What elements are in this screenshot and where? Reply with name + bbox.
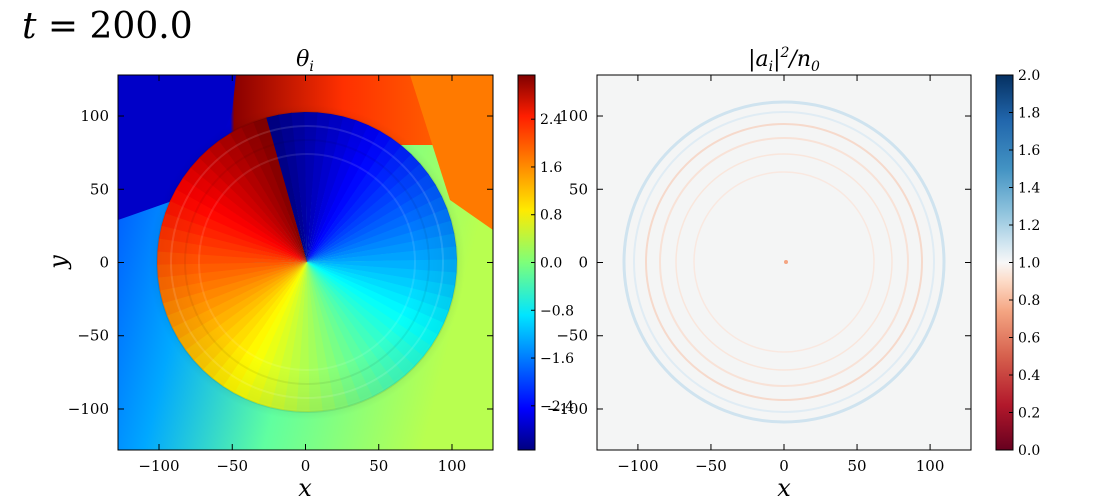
ring-ripple-3 (184, 139, 430, 385)
density-title-sup: 2 (780, 45, 790, 61)
phase-upper-left (118, 75, 236, 220)
density-ring-4 (659, 137, 909, 387)
density-cbar-label: 1.4 (1018, 181, 1040, 197)
phase-cbar-label: −0.8 (540, 303, 574, 319)
phase-ytick-label: −100 (68, 400, 109, 418)
phase-xtick-label: −50 (216, 457, 248, 475)
density-cbar-label: 2.0 (1018, 68, 1040, 84)
density-core-dip (784, 260, 788, 264)
density-xtick-label: 100 (916, 457, 945, 475)
phase-cbar-label: −2.4 (540, 399, 574, 415)
phase-panel: −100 −50 0 50 100 −100 −50 0 50 100 θi x y (44, 47, 494, 502)
time-var: t (22, 6, 37, 47)
phase-upper-right (410, 75, 493, 230)
density-ytick-label: −50 (556, 327, 588, 345)
density-ring-3 (645, 123, 923, 401)
phase-cbar-label: 1.6 (540, 160, 562, 176)
density-ring-outer (622, 100, 946, 424)
phase-title-sub: i (309, 59, 313, 75)
density-title-a: |a (748, 47, 769, 72)
density-title-bar: | (773, 47, 780, 72)
phase-xtick-label: 0 (301, 457, 311, 475)
phase-ytick-label: 50 (90, 180, 109, 198)
density-image (597, 75, 971, 450)
phase-cbar-label: 0.8 (540, 208, 562, 224)
phase-cbar-label: −1.6 (540, 351, 574, 367)
ring-shade (149, 104, 465, 420)
density-ring-5 (675, 153, 893, 371)
density-cbar-label: 1.0 (1018, 256, 1040, 272)
density-ytick-label: 0 (578, 254, 588, 272)
phase-y-label: y (44, 255, 72, 270)
phase-xtick-label: 100 (438, 457, 467, 475)
ring-ripple-2 (170, 125, 444, 399)
phase-colorbar-ticks: −2.4 −1.6 −0.8 0.0 0.8 1.6 2.4 (531, 112, 574, 415)
phase-title: θi (296, 47, 314, 75)
density-ring-6 (693, 171, 875, 353)
density-title-sub-i: i (769, 59, 773, 75)
phase-ytick-label: −50 (77, 327, 109, 345)
phase-x-label: x (298, 474, 312, 500)
density-ytick-label: 50 (569, 180, 588, 198)
density-cbar-label: 0.4 (1018, 368, 1040, 384)
density-title: |ai|2/n0 (748, 45, 820, 75)
phase-cbar-label: 2.4 (540, 112, 562, 128)
phase-xtick-label: −100 (138, 457, 179, 475)
density-cbar-label: 0.8 (1018, 293, 1040, 309)
phase-image (118, 75, 493, 450)
time-value: 200.0 (89, 6, 193, 47)
density-axis-ticks: −100 −50 0 50 100 −100 −50 0 50 100 (547, 75, 971, 475)
density-ytick-label: 100 (559, 107, 588, 125)
time-label: t = 200.0 (22, 6, 193, 47)
density-title-sub-0: 0 (811, 59, 820, 75)
phase-cbar-label: 0.0 (540, 256, 562, 272)
density-cbar-label: 1.2 (1018, 218, 1040, 234)
density-cbar-label: 1.8 (1018, 106, 1040, 122)
ring-ripple-1 (156, 111, 458, 413)
density-title-n: /n (787, 47, 811, 72)
density-ring-2 (633, 111, 935, 413)
density-cbar-label: 0.6 (1018, 331, 1040, 347)
phase-xtick-label: 50 (369, 457, 388, 475)
density-cbar-label: 1.6 (1018, 143, 1040, 159)
time-eq: = (36, 6, 90, 47)
density-xtick-label: −100 (617, 457, 658, 475)
ring-ripple-4 (198, 153, 416, 371)
density-colorbar: 0.0 0.2 0.4 0.6 0.8 1.0 1.2 1.4 1.6 1.8 2.0 (995, 68, 1040, 459)
phase-axis-ticks: −100 −50 0 50 100 −100 −50 0 50 100 (68, 75, 493, 475)
density-colorbar-ticks: 0.0 0.2 0.4 0.6 0.8 1.0 1.2 1.4 1.6 1.8 2.0 (1009, 68, 1040, 459)
density-xtick-label: −50 (695, 457, 727, 475)
density-background (597, 75, 971, 450)
density-xtick-label: 50 (848, 457, 867, 475)
phase-ytick-label: 0 (99, 254, 109, 272)
density-xtick-label: 0 (779, 457, 789, 475)
density-cbar-label: 0.0 (1018, 443, 1040, 459)
phase-ytick-label: 100 (80, 107, 109, 125)
phase-colorbar: −2.4 −1.6 −0.8 0.0 0.8 1.6 2.4 (517, 74, 574, 451)
density-x-label: x (777, 474, 791, 500)
phase-title-main: θ (296, 47, 309, 72)
density-ytick-label: −100 (547, 400, 588, 418)
density-cbar-label: 0.2 (1018, 406, 1040, 422)
